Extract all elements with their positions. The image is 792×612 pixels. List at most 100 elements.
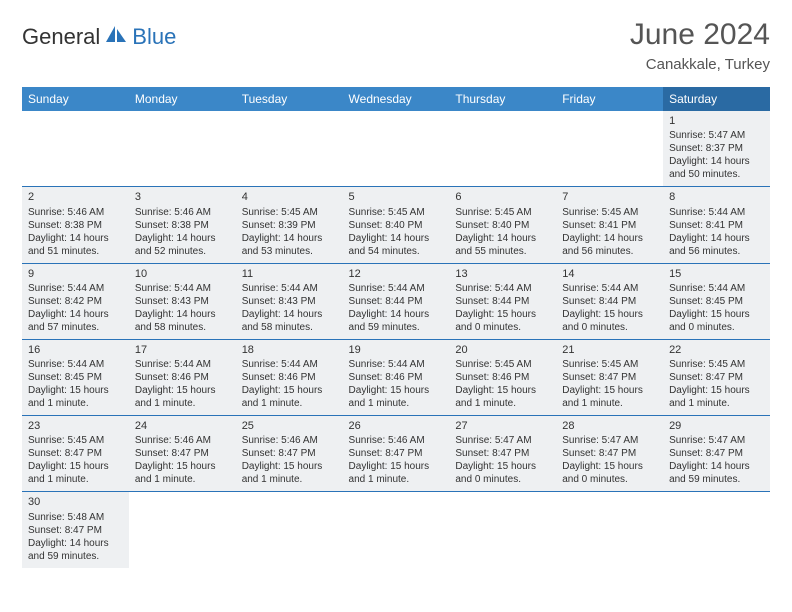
daylight-text: Daylight: 14 hours and 57 minutes. xyxy=(28,308,123,334)
day-number: 17 xyxy=(135,343,230,357)
sunrise-text: Sunrise: 5:45 AM xyxy=(455,206,550,219)
sunset-text: Sunset: 8:46 PM xyxy=(349,371,444,384)
day-number: 20 xyxy=(455,343,550,357)
day-number: 22 xyxy=(669,343,764,357)
sunset-text: Sunset: 8:45 PM xyxy=(669,295,764,308)
empty-cell xyxy=(129,492,236,568)
day-cell: 21Sunrise: 5:45 AMSunset: 8:47 PMDayligh… xyxy=(556,339,663,415)
day-header-sunday: Sunday xyxy=(22,87,129,111)
daylight-text: Daylight: 15 hours and 0 minutes. xyxy=(562,460,657,486)
sunrise-text: Sunrise: 5:44 AM xyxy=(562,282,657,295)
daylight-text: Daylight: 14 hours and 56 minutes. xyxy=(562,232,657,258)
day-cell: 29Sunrise: 5:47 AMSunset: 8:47 PMDayligh… xyxy=(663,416,770,492)
daylight-text: Daylight: 15 hours and 1 minute. xyxy=(349,384,444,410)
day-number: 19 xyxy=(349,343,444,357)
sunset-text: Sunset: 8:47 PM xyxy=(455,447,550,460)
day-number: 16 xyxy=(28,343,123,357)
empty-cell xyxy=(556,111,663,187)
sunrise-text: Sunrise: 5:45 AM xyxy=(562,206,657,219)
sunset-text: Sunset: 8:40 PM xyxy=(455,219,550,232)
sunset-text: Sunset: 8:39 PM xyxy=(242,219,337,232)
empty-cell xyxy=(663,492,770,568)
day-number: 8 xyxy=(669,190,764,204)
sunset-text: Sunset: 8:38 PM xyxy=(28,219,123,232)
day-cell: 22Sunrise: 5:45 AMSunset: 8:47 PMDayligh… xyxy=(663,339,770,415)
day-cell: 18Sunrise: 5:44 AMSunset: 8:46 PMDayligh… xyxy=(236,339,343,415)
day-cell: 25Sunrise: 5:46 AMSunset: 8:47 PMDayligh… xyxy=(236,416,343,492)
sunrise-text: Sunrise: 5:46 AM xyxy=(28,206,123,219)
month-title: June 2024 xyxy=(630,18,770,52)
sunset-text: Sunset: 8:47 PM xyxy=(28,447,123,460)
sunrise-text: Sunrise: 5:45 AM xyxy=(562,358,657,371)
empty-cell xyxy=(236,492,343,568)
logo-text-general: General xyxy=(22,24,100,50)
day-number: 28 xyxy=(562,419,657,433)
sunrise-text: Sunrise: 5:45 AM xyxy=(669,358,764,371)
day-number: 13 xyxy=(455,267,550,281)
day-number: 25 xyxy=(242,419,337,433)
daylight-text: Daylight: 15 hours and 0 minutes. xyxy=(455,460,550,486)
sunset-text: Sunset: 8:46 PM xyxy=(135,371,230,384)
sunrise-text: Sunrise: 5:44 AM xyxy=(669,282,764,295)
day-number: 5 xyxy=(349,190,444,204)
day-cell: 17Sunrise: 5:44 AMSunset: 8:46 PMDayligh… xyxy=(129,339,236,415)
day-number: 27 xyxy=(455,419,550,433)
sunset-text: Sunset: 8:43 PM xyxy=(135,295,230,308)
day-number: 11 xyxy=(242,267,337,281)
sunrise-text: Sunrise: 5:45 AM xyxy=(242,206,337,219)
sunset-text: Sunset: 8:41 PM xyxy=(669,219,764,232)
day-cell: 1Sunrise: 5:47 AMSunset: 8:37 PMDaylight… xyxy=(663,111,770,187)
day-header-monday: Monday xyxy=(129,87,236,111)
logo-text-blue: Blue xyxy=(132,24,176,50)
day-cell: 12Sunrise: 5:44 AMSunset: 8:44 PMDayligh… xyxy=(343,263,450,339)
sunrise-text: Sunrise: 5:46 AM xyxy=(135,434,230,447)
sunset-text: Sunset: 8:40 PM xyxy=(349,219,444,232)
day-cell: 14Sunrise: 5:44 AMSunset: 8:44 PMDayligh… xyxy=(556,263,663,339)
sunrise-text: Sunrise: 5:47 AM xyxy=(669,129,764,142)
sunrise-text: Sunrise: 5:44 AM xyxy=(349,282,444,295)
daylight-text: Daylight: 14 hours and 51 minutes. xyxy=(28,232,123,258)
sunrise-text: Sunrise: 5:45 AM xyxy=(349,206,444,219)
sunrise-text: Sunrise: 5:44 AM xyxy=(669,206,764,219)
calendar-week: 30Sunrise: 5:48 AMSunset: 8:47 PMDayligh… xyxy=(22,492,770,568)
daylight-text: Daylight: 15 hours and 1 minute. xyxy=(242,384,337,410)
day-cell: 16Sunrise: 5:44 AMSunset: 8:45 PMDayligh… xyxy=(22,339,129,415)
sunrise-text: Sunrise: 5:44 AM xyxy=(28,282,123,295)
day-header-row: Sunday Monday Tuesday Wednesday Thursday… xyxy=(22,87,770,111)
sunrise-text: Sunrise: 5:47 AM xyxy=(669,434,764,447)
day-cell: 26Sunrise: 5:46 AMSunset: 8:47 PMDayligh… xyxy=(343,416,450,492)
day-header-friday: Friday xyxy=(556,87,663,111)
daylight-text: Daylight: 15 hours and 0 minutes. xyxy=(669,308,764,334)
daylight-text: Daylight: 14 hours and 56 minutes. xyxy=(669,232,764,258)
day-cell: 3Sunrise: 5:46 AMSunset: 8:38 PMDaylight… xyxy=(129,187,236,263)
day-number: 2 xyxy=(28,190,123,204)
daylight-text: Daylight: 14 hours and 54 minutes. xyxy=(349,232,444,258)
day-number: 3 xyxy=(135,190,230,204)
day-cell: 24Sunrise: 5:46 AMSunset: 8:47 PMDayligh… xyxy=(129,416,236,492)
sunrise-text: Sunrise: 5:44 AM xyxy=(135,282,230,295)
daylight-text: Daylight: 15 hours and 1 minute. xyxy=(669,384,764,410)
empty-cell xyxy=(22,111,129,187)
day-number: 9 xyxy=(28,267,123,281)
empty-cell xyxy=(129,111,236,187)
sunrise-text: Sunrise: 5:44 AM xyxy=(349,358,444,371)
day-cell: 19Sunrise: 5:44 AMSunset: 8:46 PMDayligh… xyxy=(343,339,450,415)
sunrise-text: Sunrise: 5:45 AM xyxy=(455,358,550,371)
day-number: 1 xyxy=(669,114,764,128)
title-block: June 2024 Canakkale, Turkey xyxy=(630,18,770,73)
day-number: 18 xyxy=(242,343,337,357)
sunset-text: Sunset: 8:47 PM xyxy=(669,371,764,384)
sunrise-text: Sunrise: 5:46 AM xyxy=(349,434,444,447)
day-cell: 10Sunrise: 5:44 AMSunset: 8:43 PMDayligh… xyxy=(129,263,236,339)
daylight-text: Daylight: 14 hours and 59 minutes. xyxy=(28,537,123,563)
day-cell: 28Sunrise: 5:47 AMSunset: 8:47 PMDayligh… xyxy=(556,416,663,492)
sunrise-text: Sunrise: 5:44 AM xyxy=(28,358,123,371)
day-number: 24 xyxy=(135,419,230,433)
calendar-week: 23Sunrise: 5:45 AMSunset: 8:47 PMDayligh… xyxy=(22,416,770,492)
day-cell: 8 Sunrise: 5:44 AMSunset: 8:41 PMDaylight… xyxy=(663,187,770,263)
location: Canakkale, Turkey xyxy=(630,56,770,73)
sunrise-text: Sunrise: 5:46 AM xyxy=(242,434,337,447)
day-cell: 13Sunrise: 5:44 AMSunset: 8:44 PMDayligh… xyxy=(449,263,556,339)
daylight-text: Daylight: 14 hours and 58 minutes. xyxy=(242,308,337,334)
sunset-text: Sunset: 8:41 PM xyxy=(562,219,657,232)
